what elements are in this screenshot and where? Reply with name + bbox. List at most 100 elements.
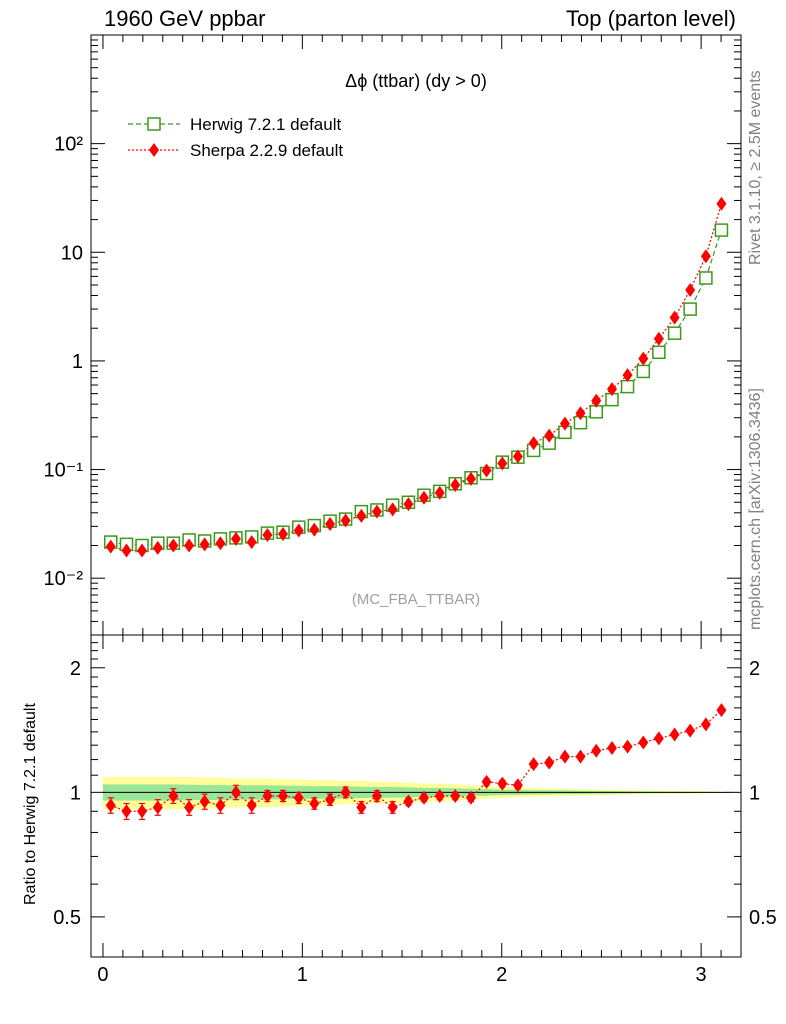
ratio-sherpa-point [168,788,179,803]
sherpa-point [230,531,241,546]
ratio-sherpa-point [262,788,273,803]
ratio-y-tick-label: 0.5 [53,907,81,929]
sherpa-point [325,517,336,532]
sherpa-point [685,282,696,297]
chart-title: Δϕ (ttbar) (dy > 0) [345,71,487,91]
ratio-sherpa-point [418,790,429,805]
ratio-sherpa-point [450,788,461,803]
herwig-point [699,271,713,285]
sherpa-point [371,504,382,519]
ratio-sherpa-point [434,788,445,803]
legend-sherpa-label: Sherpa 2.2.9 default [190,141,343,160]
sherpa-point [121,543,132,558]
sherpa-point [199,537,210,552]
sherpa-point [215,536,226,551]
ratio-sherpa-point [544,755,555,770]
ratio-sherpa-point [215,798,226,813]
ratio-sherpa-point [591,743,602,758]
y-tick-label: 10² [54,134,83,156]
legend-herwig-label: Herwig 7.2.1 default [190,115,341,134]
sherpa-point [246,535,257,550]
x-tick-label: 1 [297,964,308,986]
ratio-sherpa-point [325,792,336,807]
ratio-sherpa-point [700,717,711,732]
ratio-sherpa-point [638,735,649,750]
sherpa-point [606,382,617,397]
analysis-watermark: (MC_FBA_TTBAR) [352,591,480,608]
ratio-sherpa-point [685,723,696,738]
ratio-sherpa-point [371,788,382,803]
sherpa-line [110,203,723,552]
sherpa-point [512,449,523,464]
ratio-sherpa-point [199,794,210,809]
ratio-sherpa-point [246,798,257,813]
sherpa-point [434,485,445,500]
ratio-sherpa-line [110,709,722,812]
herwig-point [620,379,635,394]
ratio-sherpa-point [528,757,539,772]
legend: Herwig 7.2.1 default Sherpa 2.2.9 default [128,115,343,160]
sherpa-point [152,540,163,555]
herwig-point [636,364,651,379]
ratio-sherpa-point [559,749,570,764]
ratio-sherpa-point [356,800,367,815]
herwig-point [652,345,666,360]
ratio-sherpa-point [497,776,508,791]
sherpa-point [653,331,664,346]
sherpa-point [497,456,508,471]
sherpa-point [293,523,304,538]
ratio-sherpa-point [340,785,351,800]
ratio-sherpa-point [387,800,398,815]
sherpa-point [544,428,555,443]
legend-herwig-marker [147,117,161,131]
sherpa-point [278,527,289,542]
sherpa-point [559,416,570,431]
sherpa-point [528,436,539,451]
sherpa-point [716,196,727,211]
y-tick-label: 1 [72,351,83,373]
ratio-sherpa-point [622,739,633,754]
sherpa-point [700,249,711,264]
ratio-sherpa-point [481,774,492,789]
sherpa-point [591,393,602,408]
header-right: Top (parton level) [566,6,736,31]
x-tick-label: 0 [97,964,108,986]
herwig-point [714,223,729,237]
ratio-sherpa-point [669,727,680,742]
ratio-y-tick-label-right: 0.5 [749,907,777,929]
ratio-sherpa-point [278,788,289,803]
sherpa-point [669,310,680,325]
sherpa-point [309,522,320,537]
herwig-point [667,326,682,340]
herwig-point [683,302,697,316]
ratio-sherpa-point [606,740,617,755]
legend-sherpa-marker [149,143,159,157]
ratio-panel: 0.5 0.5 1 1 2 2 0 1 2 3 [53,634,777,986]
sherpa-point [466,471,477,486]
ratio-sherpa-point [184,800,195,815]
ratio-sherpa-point [230,785,241,800]
x-tick-label: 2 [496,964,507,986]
ratio-y-tick-label-right: 1 [749,782,760,804]
sherpa-point [105,539,116,554]
ratio-sherpa-point [152,800,163,815]
ratio-sherpa-point [716,703,727,718]
ratio-sherpa-point [512,778,523,793]
x-tick-label: 3 [696,964,707,986]
y-tick-label: 10⁻¹ [44,460,84,482]
ratio-sherpa-point [293,790,304,805]
sherpa-point [356,508,367,523]
ratio-frame [90,634,742,958]
sherpa-point [403,497,414,512]
main-panel: 10⁻² 10⁻¹ 1 10 10² Δϕ (ttbar) (dy > 0) (MC_FBA… [44,34,742,636]
ratio-sherpa-point [309,796,320,811]
sherpa-point [184,538,195,553]
ratio-y-tick-label: 1 [70,782,81,804]
y-tick-label: 10⁻² [44,568,84,590]
header-left: 1960 GeV ppbar [104,6,266,31]
sherpa-point [262,527,273,542]
sherpa-point [418,490,429,505]
ratio-y-tick-label-right: 2 [749,658,760,680]
sherpa-point [387,502,398,517]
